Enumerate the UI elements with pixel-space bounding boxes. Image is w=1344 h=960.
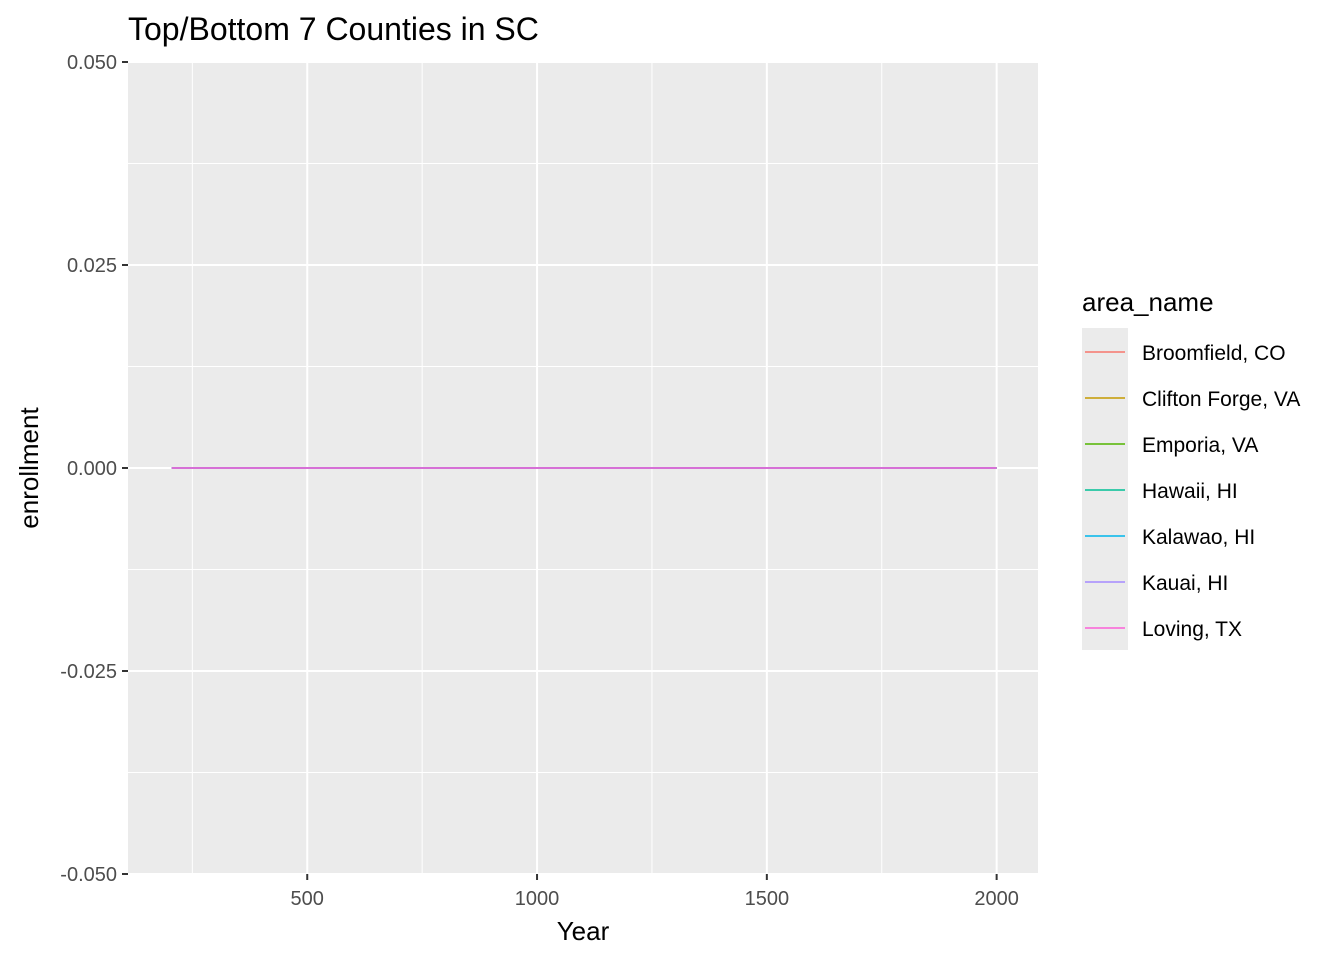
y-tick-label: 0.025 <box>67 255 117 277</box>
legend: area_name Broomfield, CO Clifton Forge, V… <box>1082 287 1300 650</box>
legend-label: Kauai, HI <box>1142 572 1228 595</box>
legend-label: Hawaii, HI <box>1142 480 1238 503</box>
y-tick-label: 0.050 <box>67 52 117 74</box>
chart-title: Top/Bottom 7 Counties in SC <box>128 11 539 47</box>
x-tick-label: 2000 <box>974 888 1019 910</box>
x-tick-label: 1500 <box>745 888 790 910</box>
legend-label: Emporia, VA <box>1142 434 1258 457</box>
legend-label: Loving, TX <box>1142 618 1242 641</box>
legend-title: area_name <box>1082 287 1214 317</box>
x-tick-label: 1000 <box>515 888 560 910</box>
y-axis: -0.050 -0.025 0.000 0.025 0.050 <box>60 52 128 886</box>
x-tick-label: 500 <box>291 888 324 910</box>
y-tick-label: -0.025 <box>60 661 117 683</box>
legend-items: Broomfield, CO Clifton Forge, VA Emporia, … <box>1085 342 1300 641</box>
legend-key-background <box>1082 328 1128 650</box>
x-axis-title: Year <box>557 916 610 946</box>
y-tick-label: -0.050 <box>60 864 117 886</box>
y-tick-label: 0.000 <box>67 458 117 480</box>
legend-label: Clifton Forge, VA <box>1142 388 1300 411</box>
legend-label: Broomfield, CO <box>1142 342 1286 365</box>
legend-label: Kalawao, HI <box>1142 526 1255 549</box>
x-axis: 500 1000 1500 2000 <box>291 874 1019 910</box>
y-axis-title: enrollment <box>14 407 44 529</box>
